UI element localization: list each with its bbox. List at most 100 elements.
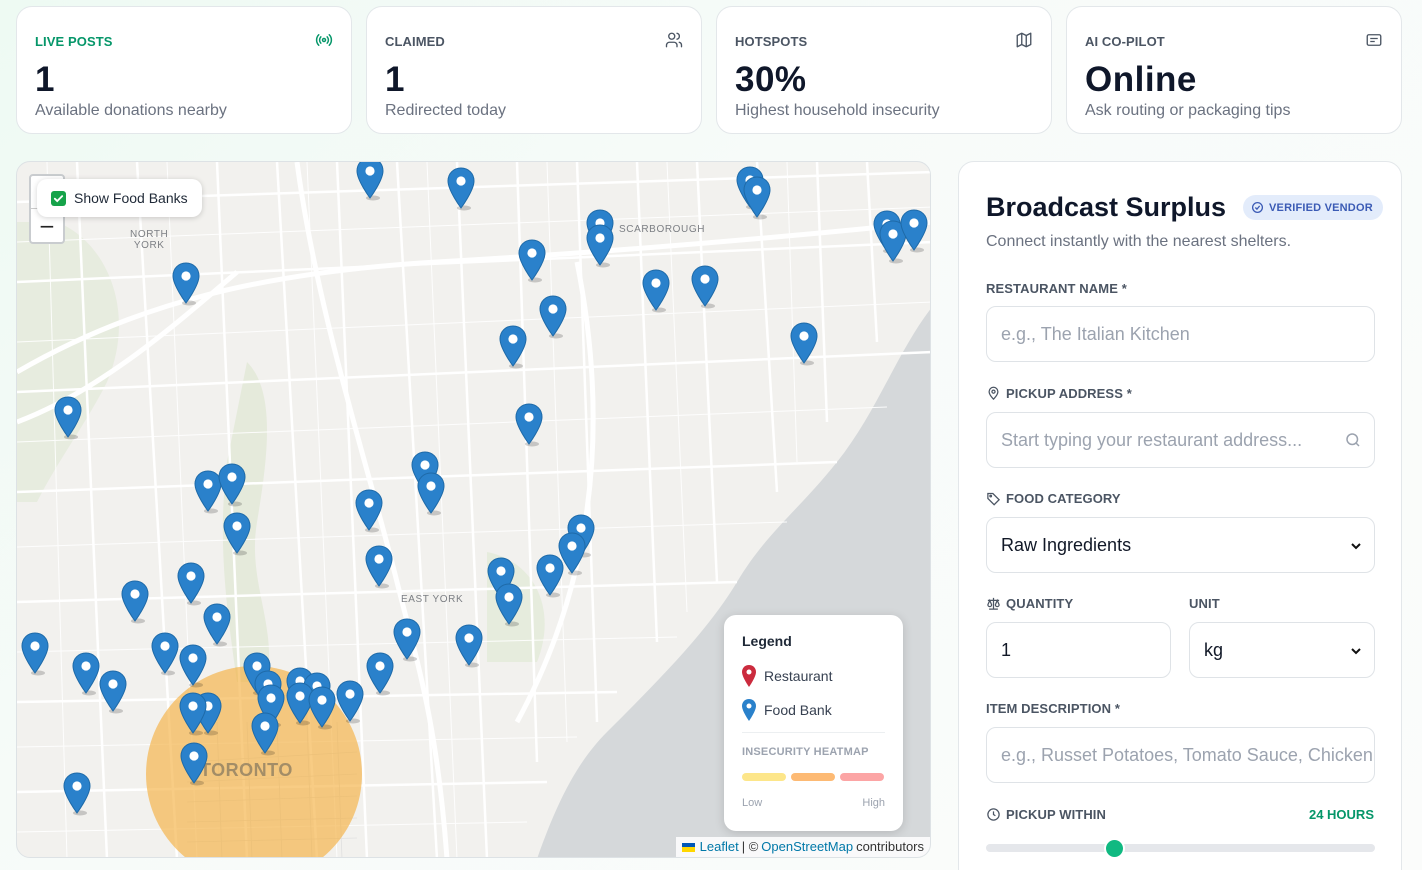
food-bank-marker[interactable] bbox=[789, 322, 819, 366]
heatmap-scale-mid bbox=[791, 773, 835, 781]
food-bank-marker[interactable] bbox=[498, 325, 528, 369]
food-category-select[interactable]: Raw Ingredients bbox=[986, 517, 1375, 573]
food-bank-marker[interactable] bbox=[171, 262, 201, 306]
legend-title: Legend bbox=[742, 633, 792, 649]
search-icon[interactable] bbox=[1344, 431, 1362, 449]
food-bank-marker[interactable] bbox=[416, 472, 446, 516]
openstreetmap-link[interactable]: OpenStreetMap bbox=[761, 839, 854, 854]
food-bank-marker[interactable] bbox=[250, 712, 280, 756]
food-bank-marker[interactable] bbox=[641, 269, 671, 313]
food-bank-marker[interactable] bbox=[365, 652, 395, 696]
legend-item-food-bank: Food Bank bbox=[742, 699, 832, 721]
food-bank-marker[interactable] bbox=[899, 209, 929, 253]
chevron-down-icon bbox=[1351, 648, 1361, 655]
address-placeholder: Start typing your restaurant address... bbox=[1001, 429, 1303, 450]
location-pin-icon bbox=[988, 386, 999, 400]
verified-vendor-badge: VERIFIED VENDOR bbox=[1243, 195, 1383, 220]
stat-label: LIVE POSTS bbox=[35, 34, 113, 49]
food-bank-marker[interactable] bbox=[335, 680, 365, 724]
stat-value: Online bbox=[1085, 60, 1197, 99]
food-bank-marker[interactable] bbox=[285, 682, 315, 726]
map-pin-icon bbox=[336, 680, 364, 724]
food-bank-marker[interactable] bbox=[150, 632, 180, 676]
map-view[interactable]: NORTH YORK SCARBOROUGH EAST YORK TORONTO… bbox=[16, 161, 931, 858]
map-pin-icon bbox=[417, 472, 445, 516]
pickup-slider-track[interactable] bbox=[986, 844, 1375, 852]
food-bank-marker[interactable] bbox=[178, 644, 208, 688]
food-bank-marker[interactable] bbox=[98, 670, 128, 714]
zoom-out-button[interactable]: − bbox=[38, 214, 56, 238]
food-bank-marker[interactable] bbox=[742, 176, 772, 220]
attribution-tail: contributors bbox=[856, 839, 924, 854]
map-pin-icon bbox=[172, 262, 200, 306]
food-bank-marker[interactable] bbox=[535, 554, 565, 598]
ukraine-flag-icon bbox=[681, 842, 695, 852]
food-bank-marker[interactable] bbox=[354, 489, 384, 533]
broadcast-form: Broadcast Surplus VERIFIED VENDOR Connec… bbox=[958, 161, 1402, 870]
leaflet-link[interactable]: Leaflet bbox=[699, 839, 739, 854]
food-bank-marker[interactable] bbox=[222, 512, 252, 556]
item-description-input[interactable]: e.g., Russet Potatoes, Tomato Sauce, Chi… bbox=[986, 727, 1375, 783]
place-label-scarborough: SCARBOROUGH bbox=[619, 224, 706, 235]
pickup-address-input[interactable]: Start typing your restaurant address... bbox=[986, 412, 1375, 468]
quantity-input[interactable]: 1 bbox=[986, 622, 1171, 678]
food-bank-marker[interactable] bbox=[307, 686, 337, 730]
food-bank-marker[interactable] bbox=[179, 742, 209, 786]
checkbox[interactable] bbox=[51, 190, 66, 206]
stat-subtitle: Redirected today bbox=[385, 102, 506, 119]
show-food-banks-toggle[interactable]: Show Food Banks bbox=[37, 179, 202, 217]
place-label-north-york: NORTH YORK bbox=[130, 229, 169, 251]
food-bank-marker[interactable] bbox=[585, 224, 615, 268]
stat-card-live-posts: LIVE POSTS 1 Available donations nearby bbox=[16, 6, 352, 134]
restaurant-name-input[interactable]: e.g., The Italian Kitchen bbox=[986, 306, 1375, 362]
food-bank-marker[interactable] bbox=[53, 396, 83, 440]
food-bank-marker[interactable] bbox=[178, 692, 208, 736]
stat-label: AI CO-PILOT bbox=[1085, 34, 1165, 49]
food-bank-marker[interactable] bbox=[538, 295, 568, 339]
map-pin-icon bbox=[366, 652, 394, 696]
attribution-separator: | © bbox=[741, 839, 759, 854]
map-pin-icon bbox=[455, 624, 483, 668]
map-pin-icon bbox=[642, 269, 670, 313]
map-legend: Legend Restaurant Food Bank INSECURITY H… bbox=[724, 615, 903, 831]
food-bank-marker[interactable] bbox=[494, 583, 524, 627]
heatmap-low-label: Low bbox=[742, 797, 763, 809]
food-bank-marker[interactable] bbox=[217, 463, 247, 507]
map-pin-icon bbox=[393, 618, 421, 662]
food-bank-marker[interactable] bbox=[62, 772, 92, 816]
check-icon bbox=[53, 194, 64, 202]
food-category-label: FOOD CATEGORY bbox=[986, 491, 1121, 506]
map-pin-icon bbox=[63, 772, 91, 816]
food-bank-marker[interactable] bbox=[454, 624, 484, 668]
food-bank-marker[interactable] bbox=[364, 545, 394, 589]
food-bank-marker[interactable] bbox=[446, 167, 476, 211]
map-pin-icon bbox=[308, 686, 336, 730]
food-bank-marker[interactable] bbox=[514, 403, 544, 447]
food-bank-marker[interactable] bbox=[355, 162, 385, 201]
map-pin-icon bbox=[180, 742, 208, 786]
food-bank-marker[interactable] bbox=[120, 580, 150, 624]
pickup-slider-thumb[interactable] bbox=[1106, 840, 1124, 857]
stat-label: HOTSPOTS bbox=[735, 34, 808, 49]
select-value: kg bbox=[1204, 639, 1224, 660]
stat-subtitle: Available donations nearby bbox=[35, 102, 227, 119]
food-bank-marker[interactable] bbox=[517, 239, 547, 283]
food-bank-marker[interactable] bbox=[202, 603, 232, 647]
chevron-down-icon bbox=[1351, 543, 1361, 550]
food-bank-marker[interactable] bbox=[392, 618, 422, 662]
unit-select[interactable]: kg bbox=[1189, 622, 1375, 678]
food-bank-marker[interactable] bbox=[690, 265, 720, 309]
map-pin-icon bbox=[691, 265, 719, 309]
map-pin-icon bbox=[365, 545, 393, 589]
stat-subtitle: Ask routing or packaging tips bbox=[1085, 102, 1291, 119]
place-label-east-york: EAST YORK bbox=[401, 594, 464, 605]
food-bank-marker[interactable] bbox=[176, 562, 206, 606]
food-bank-pin-icon bbox=[742, 699, 756, 721]
food-bank-marker[interactable] bbox=[557, 532, 587, 576]
map-pin-icon bbox=[203, 603, 231, 647]
map-pin-icon bbox=[21, 632, 49, 676]
food-bank-marker[interactable] bbox=[71, 652, 101, 696]
map-pin-icon bbox=[900, 209, 928, 253]
food-bank-marker[interactable] bbox=[20, 632, 50, 676]
form-subtitle: Connect instantly with the nearest shelt… bbox=[986, 233, 1292, 250]
